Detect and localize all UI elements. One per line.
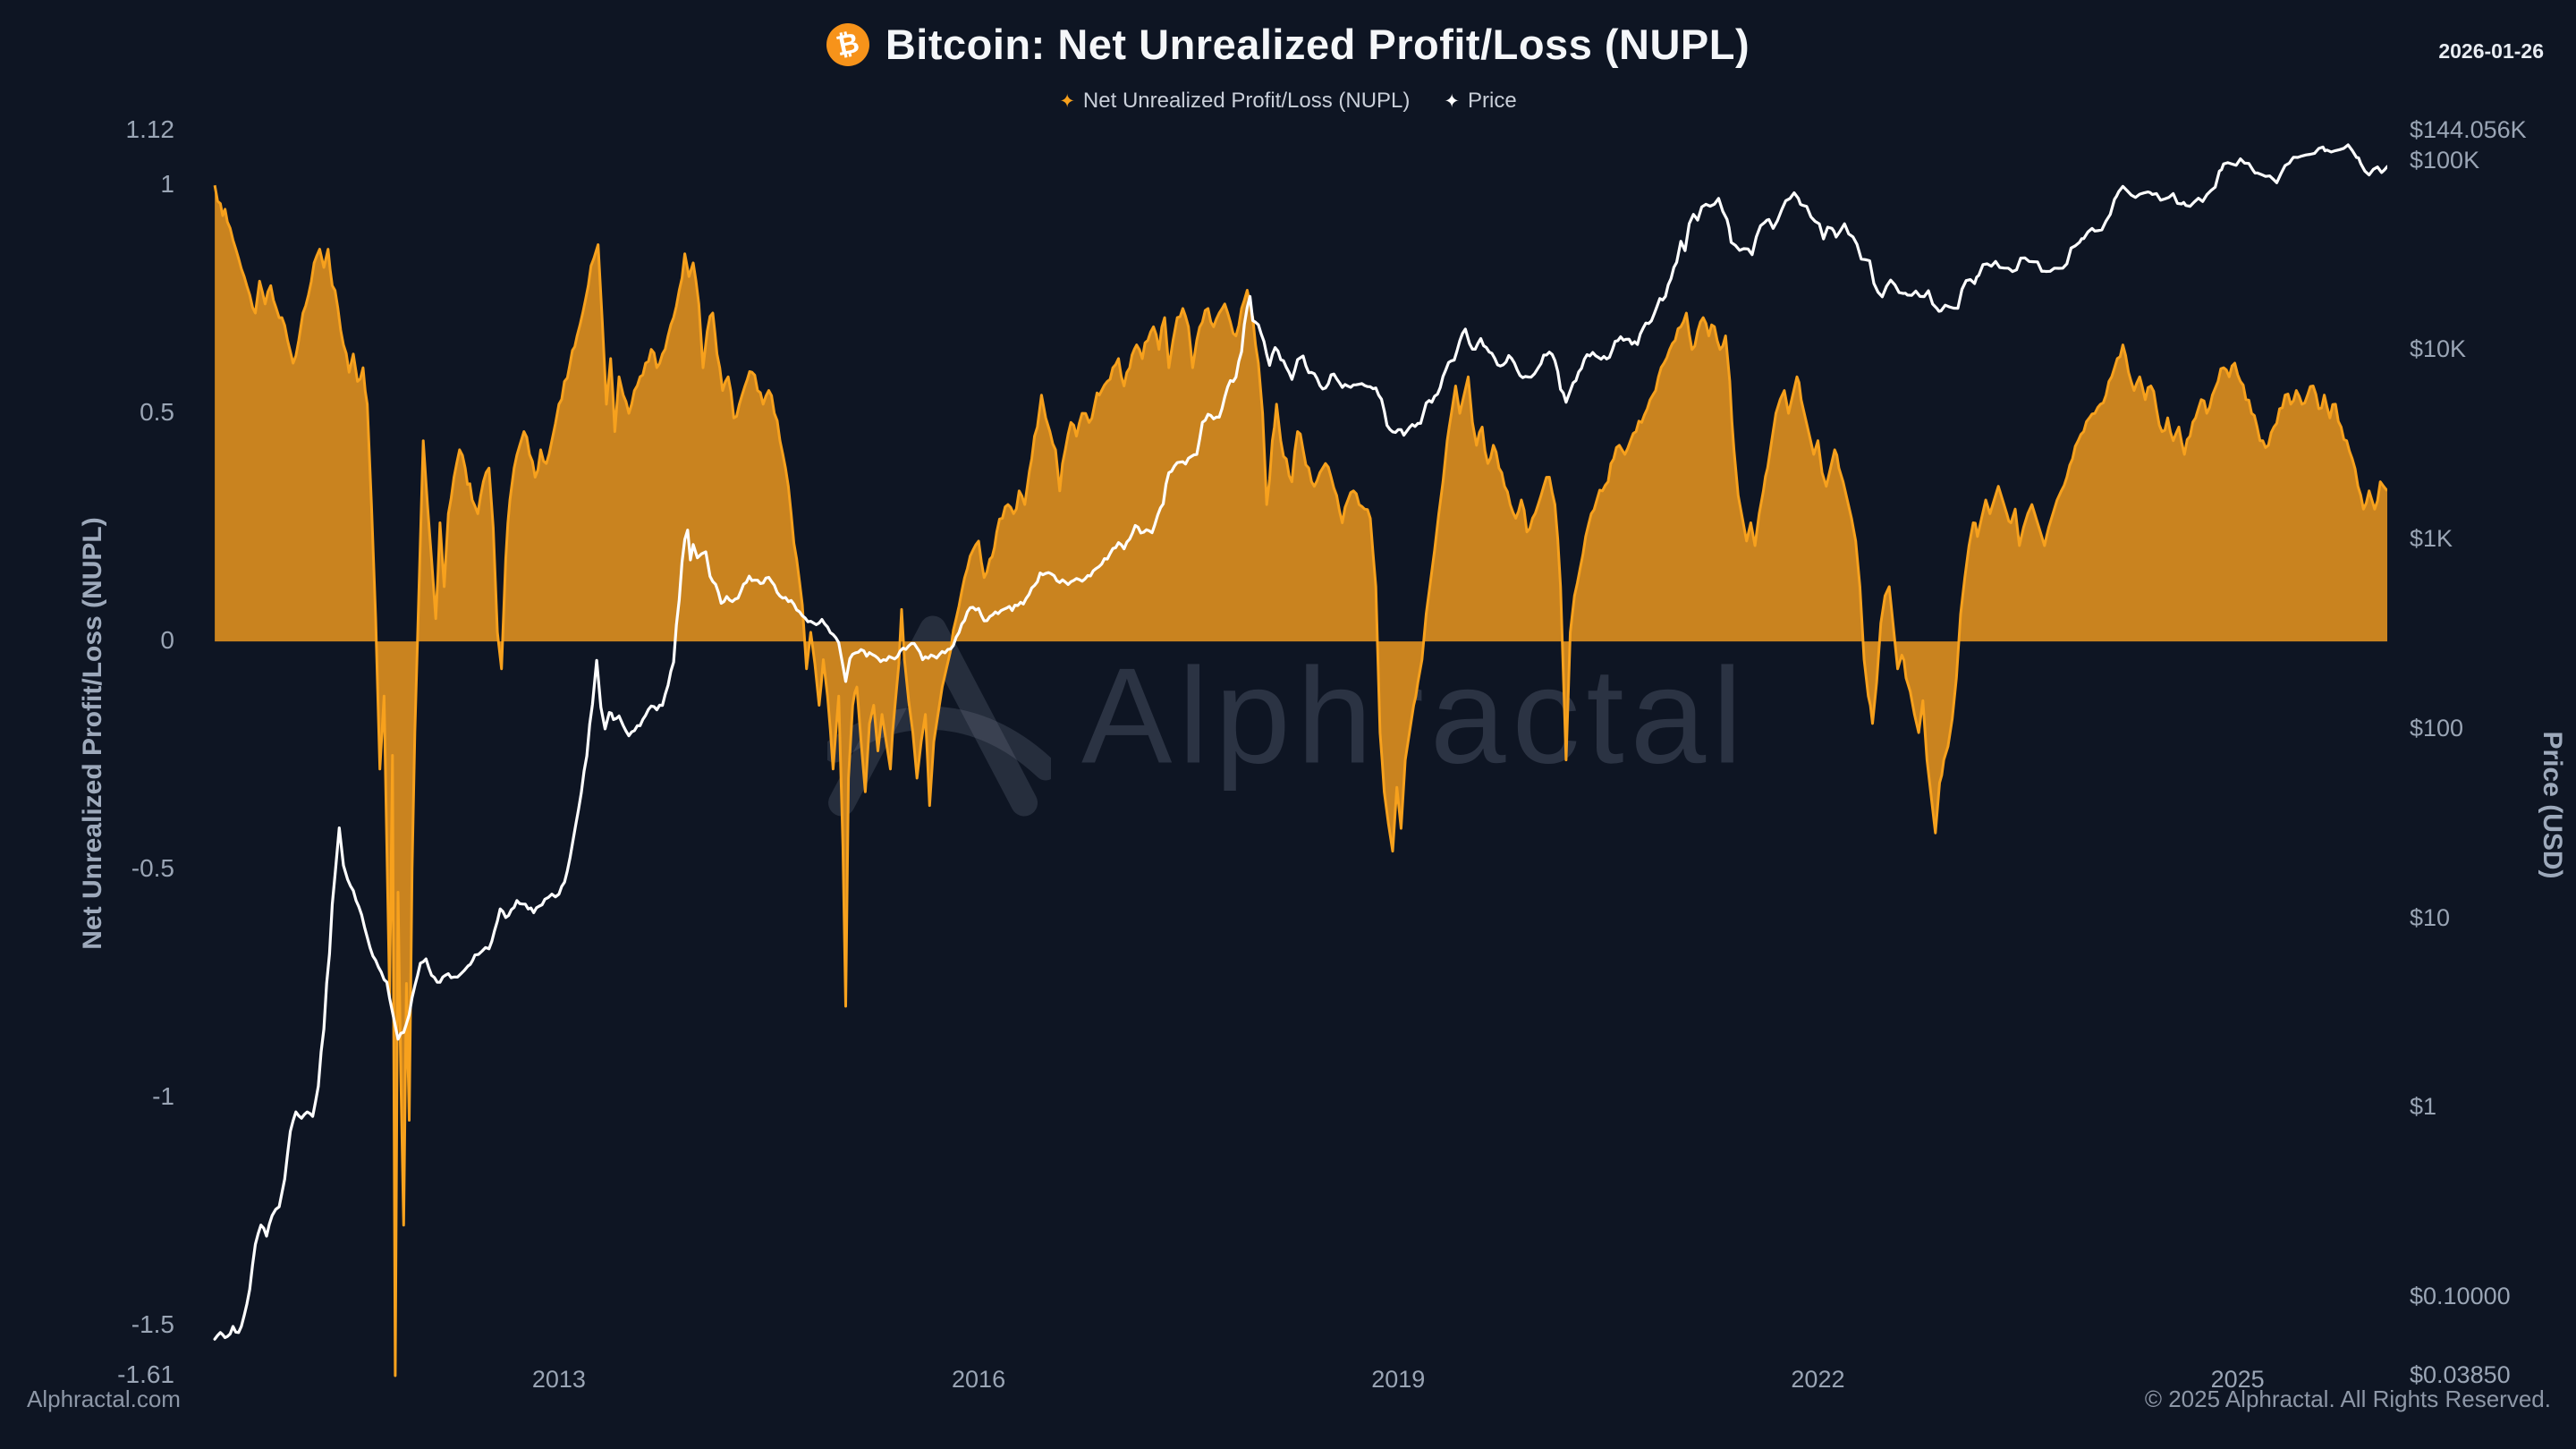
right-tick-$100K: $100K: [2410, 146, 2480, 174]
footer-site-link[interactable]: Alphractal.com: [27, 1385, 181, 1412]
nupl-line: [213, 184, 2387, 1377]
left-tick--0.5: -0.5: [131, 854, 174, 883]
legend-item-price[interactable]: ✦ Price: [1444, 89, 1516, 114]
right-tick-$100: $100: [2410, 714, 2464, 741]
right-tick-$144.056K: $144.056K: [2410, 116, 2527, 143]
right-tick-$1K: $1K: [2410, 525, 2453, 553]
bitcoin-symbol: ₿: [833, 26, 862, 63]
x-tick-2013: 2013: [531, 1366, 586, 1393]
x-tick-2025: 2025: [2210, 1366, 2265, 1393]
chart-date: 2026-01-26: [2438, 39, 2544, 63]
left-tick--1.5: -1.5: [131, 1309, 174, 1338]
left-tick-1.12: 1.12: [125, 115, 175, 143]
legend-item-nupl[interactable]: ✦ Net Unrealized Profit/Loss (NUPL): [1059, 89, 1410, 114]
legend-label-price: Price: [1468, 89, 1517, 113]
legend-label-nupl: Net Unrealized Profit/Loss (NUPL): [1082, 89, 1411, 113]
right-axis-title: Price (USD): [2538, 731, 2567, 879]
right-tick-$0.03850: $0.03850: [2410, 1361, 2511, 1388]
page-title: Bitcoin: Net Unrealized Profit/Loss (NUP…: [885, 21, 1750, 68]
left-tick-0: 0: [160, 626, 174, 655]
x-tick-2016: 2016: [952, 1366, 1006, 1393]
footer-copyright: © 2025 Alphractal. All Rights Reserved.: [2144, 1385, 2551, 1412]
price-marker-icon: ✦: [1444, 90, 1460, 112]
right-tick-$0.10000: $0.10000: [2410, 1283, 2511, 1310]
right-tick-$10: $10: [2410, 903, 2451, 931]
price-line: [213, 143, 2387, 1341]
right-tick-$10K: $10K: [2410, 335, 2467, 363]
x-tick-2019: 2019: [1371, 1366, 1426, 1393]
left-tick-1: 1: [160, 170, 174, 199]
bitcoin-icon: ₿: [826, 22, 869, 66]
left-tick-0.5: 0.5: [140, 398, 174, 427]
left-tick--1: -1: [152, 1081, 174, 1110]
x-tick-2022: 2022: [1791, 1366, 1845, 1393]
left-axis-title: Net Unrealized Profit/Loss (NUPL): [78, 517, 107, 950]
right-tick-$1: $1: [2410, 1093, 2437, 1121]
nupl-marker-icon: ✦: [1059, 90, 1075, 112]
nupl-area: [215, 185, 2387, 1377]
legend: ✦ Net Unrealized Profit/Loss (NUPL) ✦ Pr…: [0, 89, 2576, 114]
left-tick--1.61: -1.61: [117, 1360, 174, 1388]
